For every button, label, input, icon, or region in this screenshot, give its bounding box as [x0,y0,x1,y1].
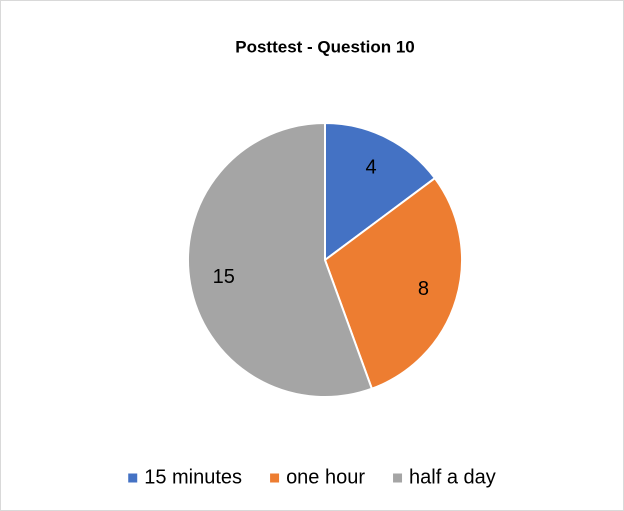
pie-slice [323,176,463,391]
data-label: 15 [213,266,235,288]
legend-label: 15 minutes [144,466,242,488]
data-label: 8 [418,278,429,300]
legend-label: one hour [286,466,365,488]
legend-marker [393,473,403,483]
pie-slice [187,121,374,398]
legend-marker [270,473,280,483]
pie-slice [324,121,437,262]
data-label: 4 [366,156,377,178]
legend-marker [128,473,138,483]
legend-label: half a day [409,466,496,488]
chart-title: Posttest - Question 10 [235,37,414,56]
